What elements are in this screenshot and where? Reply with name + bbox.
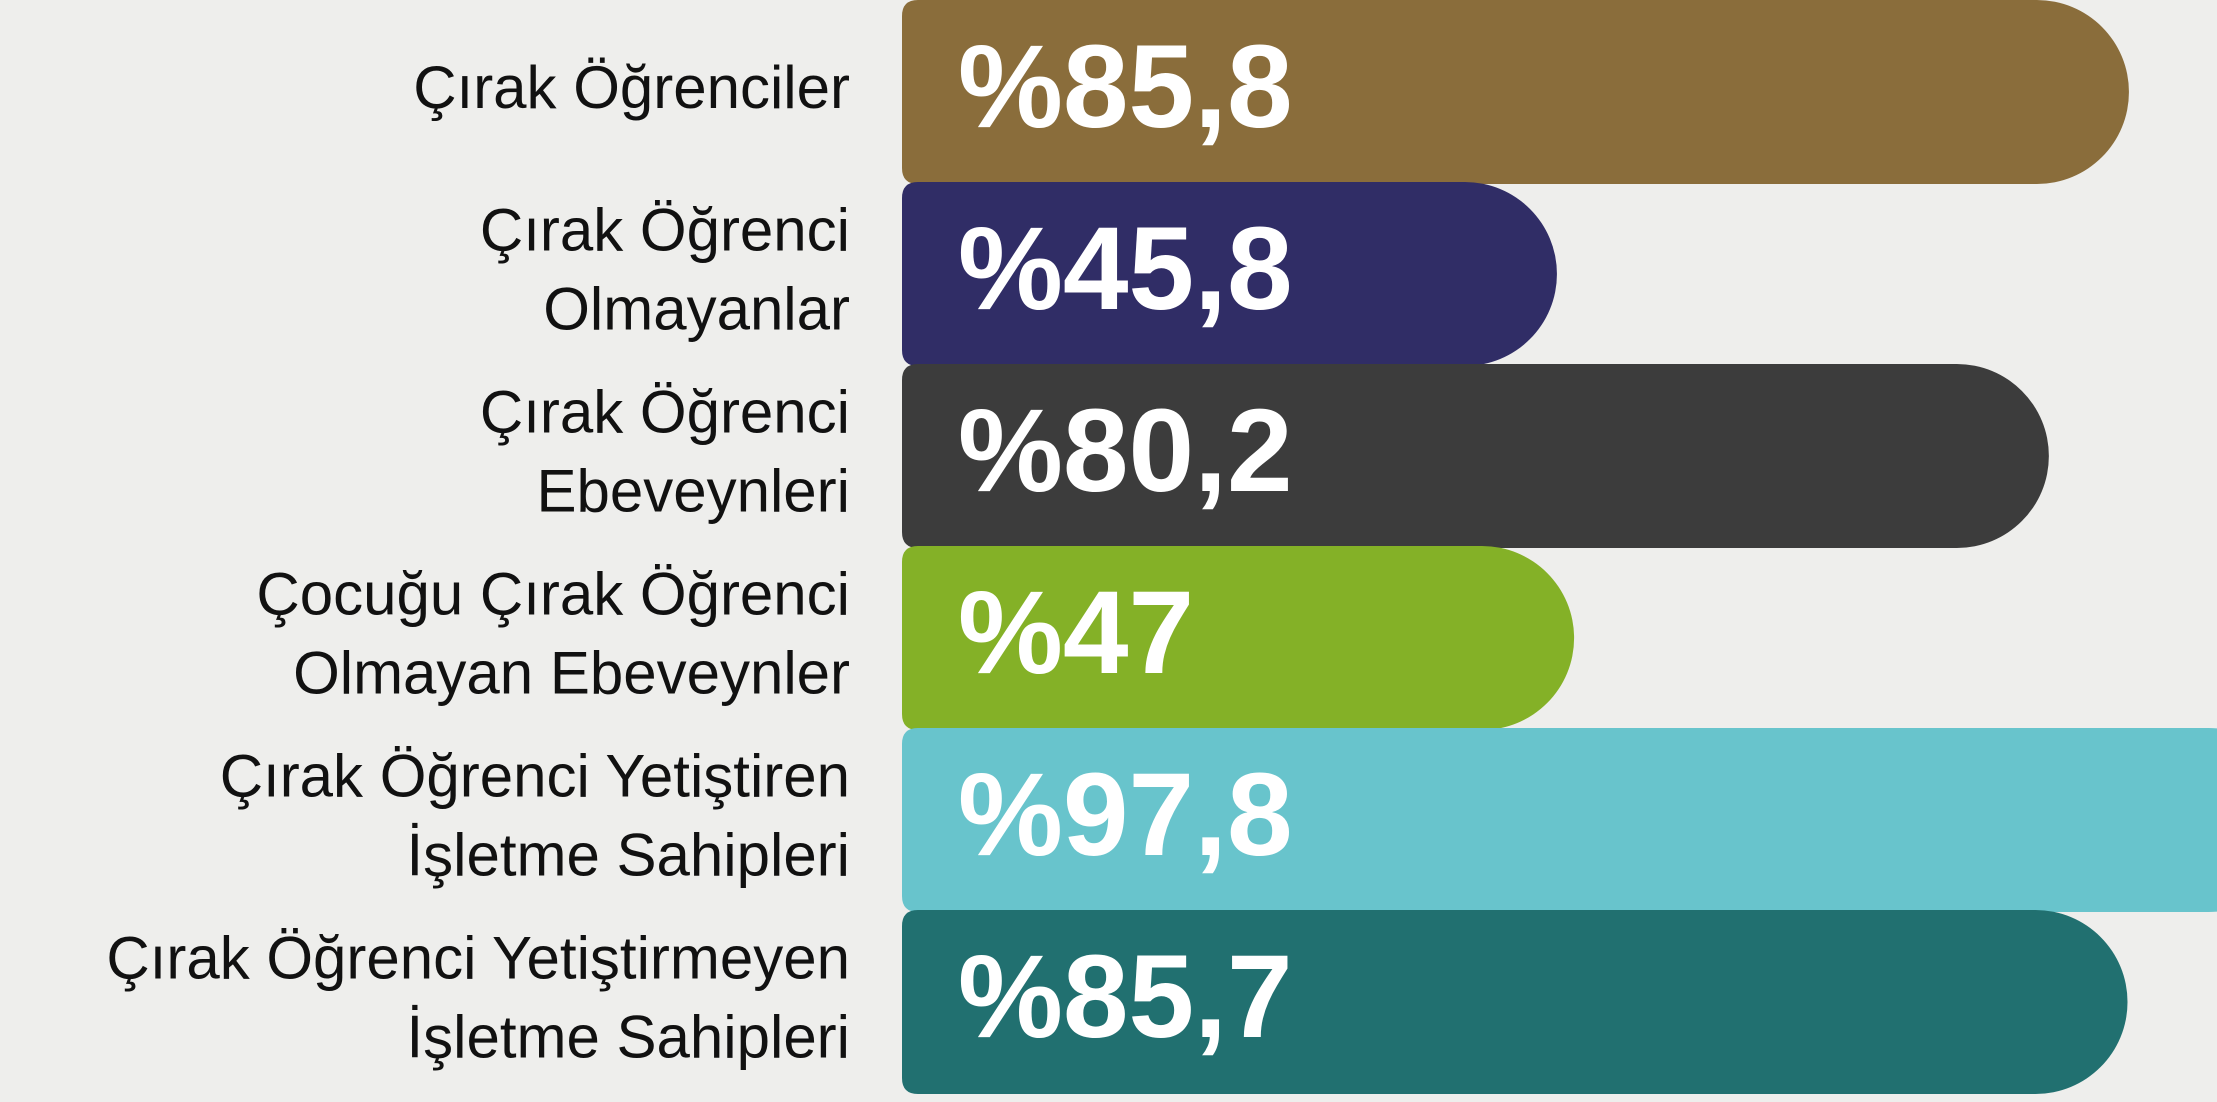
bar [902,910,2128,1094]
bar [902,728,2217,912]
category-label: Olmayanlar [543,275,850,342]
category-label: Olmayan Ebeveynler [293,639,850,706]
category-label: Ebeveynleri [536,457,850,524]
category-label: Çırak Öğrenci [480,196,850,263]
bar [902,546,1575,731]
value-label: %45,8 [958,203,1293,335]
category-label: Çırak Öğrenciler [413,54,850,121]
value-label: %85,8 [958,21,1293,153]
value-label: %85,7 [958,931,1293,1063]
bar [902,364,2049,548]
category-label: Çırak Öğrenci Yetiştirmeyen [106,924,850,991]
bar [902,0,2129,184]
category-label: Çocuğu Çırak Öğrenci [256,560,850,627]
value-label: %97,8 [958,749,1293,881]
category-label: İşletme Sahipleri [406,821,850,888]
category-label: Çırak Öğrenci [480,378,850,445]
category-label: Çırak Öğrenci Yetiştiren [220,742,850,809]
value-label: %80,2 [958,385,1293,517]
category-label: İşletme Sahipleri [406,1003,850,1070]
value-label: %47 [958,567,1194,699]
bar [902,182,1557,366]
